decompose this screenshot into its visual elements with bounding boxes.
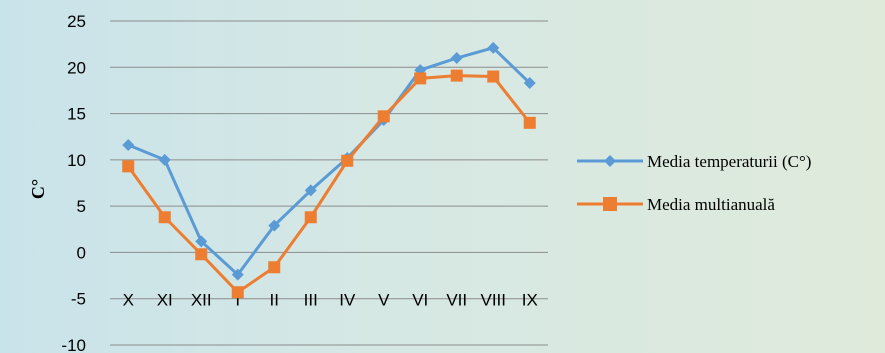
x-tick-label: VIII (480, 290, 506, 309)
series-line (127, 46, 531, 277)
x-tick-label: II (270, 290, 279, 309)
data-point (341, 154, 354, 167)
y-tick-label: 15 (67, 105, 86, 124)
x-axis-ticks: X XI XII I II III IV V VI VII VIII IX (123, 290, 538, 309)
data-point (268, 261, 281, 274)
y-tick-label: 20 (67, 58, 86, 77)
series-lines (127, 46, 531, 294)
x-tick-label: XI (157, 290, 173, 309)
data-point (523, 77, 536, 90)
data-point (158, 153, 171, 166)
x-tick-label: V (378, 290, 390, 309)
data-point (523, 116, 536, 129)
data-point (487, 70, 500, 83)
y-tick-label: 10 (67, 151, 86, 170)
x-tick-label: I (235, 290, 240, 309)
data-point (231, 268, 244, 281)
x-tick-label: VI (412, 290, 428, 309)
legend-marker (604, 155, 616, 167)
y-axis-ticks: 25 20 15 10 5 0 -5 -10 (61, 12, 86, 353)
data-point (414, 72, 427, 85)
data-point (450, 69, 463, 82)
gridlines (110, 20, 548, 346)
data-point (195, 235, 208, 248)
series-markers (122, 41, 536, 299)
data-point (487, 41, 500, 54)
data-point (122, 139, 135, 152)
data-point (268, 219, 281, 232)
x-tick-label: IV (339, 290, 356, 309)
data-point (304, 184, 317, 197)
y-tick-label: -10 (61, 336, 86, 353)
x-tick-label: III (304, 290, 318, 309)
data-point (195, 248, 208, 261)
y-tick-label: -5 (71, 290, 86, 309)
legend-marker (603, 197, 617, 211)
x-tick-label: VII (446, 290, 467, 309)
x-tick-label: X (123, 290, 134, 309)
y-tick-label: 25 (67, 12, 86, 31)
data-point (231, 286, 244, 299)
series-line (127, 74, 531, 294)
y-tick-label: 0 (77, 243, 86, 262)
legend-label: Media multianuală (647, 195, 775, 214)
x-tick-label: XII (191, 290, 212, 309)
legend: Media temperaturii (C°) Media multianuală (577, 152, 811, 214)
data-point (377, 110, 390, 123)
y-tick-label: 5 (77, 197, 86, 216)
data-point (450, 52, 463, 65)
data-point (304, 211, 317, 224)
data-point (158, 211, 171, 224)
x-tick-label: IX (522, 290, 538, 309)
legend-label: Media temperaturii (C°) (647, 152, 811, 171)
data-point (122, 160, 135, 173)
y-axis-label: C° (28, 179, 48, 199)
